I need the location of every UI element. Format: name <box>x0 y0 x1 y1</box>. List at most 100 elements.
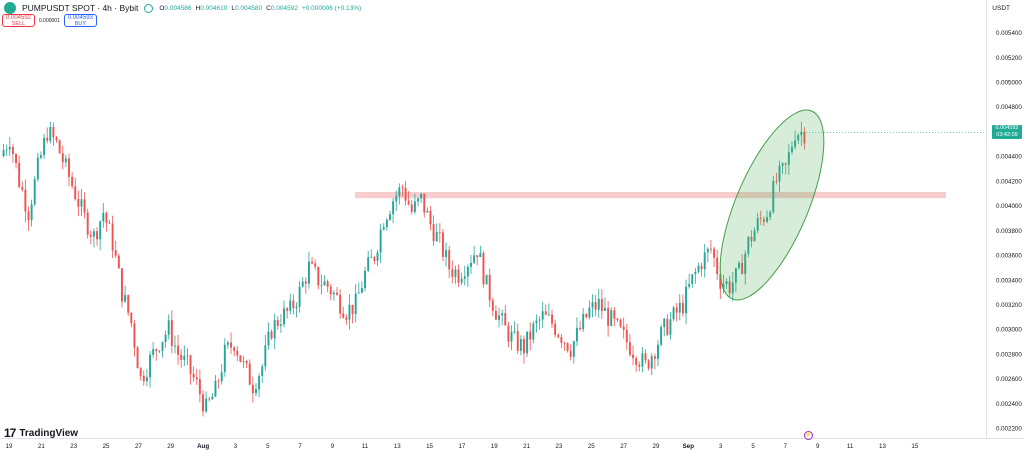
symbol-logo-icon <box>4 2 16 14</box>
candle-body <box>289 300 292 311</box>
candle-body <box>547 314 550 316</box>
candle-body <box>202 394 204 412</box>
time-tick-label: 11 <box>847 443 854 450</box>
candle-body <box>741 263 744 275</box>
candle-body <box>33 179 36 205</box>
time-tick-label: 7 <box>298 443 302 450</box>
candle-body <box>622 326 625 330</box>
candle-body <box>460 278 463 283</box>
candle-body <box>276 320 279 326</box>
candle-body <box>86 212 89 235</box>
candle-body <box>301 281 304 287</box>
sell-button[interactable]: 0.004592 SELL <box>2 14 35 27</box>
candle-body <box>663 318 666 328</box>
candle-body <box>267 331 270 346</box>
candle-body <box>186 355 189 357</box>
candle-body <box>563 342 566 344</box>
buy-button[interactable]: 0.004593 BUY <box>63 14 97 27</box>
candle-body <box>610 310 613 326</box>
candle-body <box>233 347 236 351</box>
buy-price: 0.004593 <box>67 15 93 21</box>
candle-body <box>354 293 357 314</box>
candle-body <box>99 221 102 240</box>
candle-body <box>320 285 323 287</box>
time-tick-label: Sep <box>683 443 695 450</box>
candle-body <box>108 222 111 224</box>
highlight-ellipse[interactable] <box>699 97 845 313</box>
candle-body <box>691 274 694 285</box>
candle-body <box>18 162 21 187</box>
candle-body <box>485 274 488 285</box>
candle-body <box>551 314 553 324</box>
candle-body <box>641 353 644 367</box>
time-axis: 19 21 23 25 27 29 Aug 3 5 7 9 11 13 15 17 19 21 23 25 27 29 S… <box>0 438 1024 450</box>
candle-body <box>538 319 541 321</box>
candle-body <box>332 292 335 295</box>
candle-body <box>575 327 578 342</box>
candle-body <box>217 380 220 382</box>
candle-body <box>734 268 737 283</box>
candle-body <box>130 312 133 324</box>
tradingview-logo[interactable]: 17 TradingView <box>4 426 78 440</box>
time-tick-label: 3 <box>234 443 238 450</box>
candle-body <box>429 210 432 225</box>
candle-body <box>703 252 706 270</box>
candle-body <box>470 262 472 267</box>
candle-body <box>5 149 8 151</box>
candle-body <box>775 180 778 182</box>
candle-body <box>675 307 678 313</box>
candle-body <box>644 353 647 361</box>
candle-body <box>709 248 712 250</box>
resistance-zone[interactable] <box>355 192 946 199</box>
candle-body <box>68 158 70 177</box>
time-tick-label: 23 <box>70 443 77 450</box>
candle-body <box>435 232 438 242</box>
candle-body <box>476 255 479 258</box>
price-tick-label: 0.002400 <box>996 401 1022 408</box>
ohlc-low: L0.004580 <box>231 4 263 12</box>
symbol-title[interactable]: PUMPUSDT SPOT · 4h · Bybit <box>22 3 139 13</box>
candle-body <box>625 329 628 343</box>
candle-body <box>261 366 264 376</box>
time-tick-label: 25 <box>103 443 110 450</box>
candle-body <box>351 304 354 314</box>
candle-body <box>657 344 659 359</box>
candle-body <box>582 313 585 330</box>
candle-body <box>39 155 42 158</box>
timezone-icon[interactable]: ⚡ <box>804 431 813 440</box>
price-tick-label: 0.002800 <box>996 351 1022 358</box>
candle-body <box>731 282 734 294</box>
price-tick-label: 0.003600 <box>996 253 1022 260</box>
candle-body <box>597 298 600 310</box>
candle-body <box>697 265 700 272</box>
candle-body <box>360 288 363 293</box>
price-tick-label: 0.003800 <box>996 228 1022 235</box>
candle-body <box>803 131 806 144</box>
ohlc-open: O0.004586 <box>159 4 192 12</box>
candle-body <box>519 339 522 351</box>
candle-body <box>532 323 535 340</box>
candle-body <box>650 356 653 369</box>
price-tick-label: 0.005200 <box>996 55 1022 62</box>
candle-body <box>451 269 454 277</box>
candle-body <box>529 331 532 340</box>
candle-body <box>251 384 254 394</box>
candle-body <box>27 211 30 221</box>
candle-body <box>501 313 504 316</box>
eye-icon[interactable] <box>144 3 154 13</box>
currency-label[interactable]: USDT <box>992 5 1010 12</box>
candle-body <box>778 165 781 182</box>
candle-body <box>607 308 610 326</box>
candle-body <box>759 218 762 220</box>
candle-body <box>766 217 769 222</box>
candle-body <box>295 306 298 309</box>
candle-body <box>373 257 376 261</box>
candle-body <box>432 224 435 242</box>
candle-body <box>170 320 173 346</box>
candle-body <box>223 344 226 373</box>
candle-body <box>417 198 419 202</box>
tradingview-mark-icon: 17 <box>4 426 16 440</box>
candle-body <box>139 368 142 376</box>
candle-body <box>441 232 444 257</box>
